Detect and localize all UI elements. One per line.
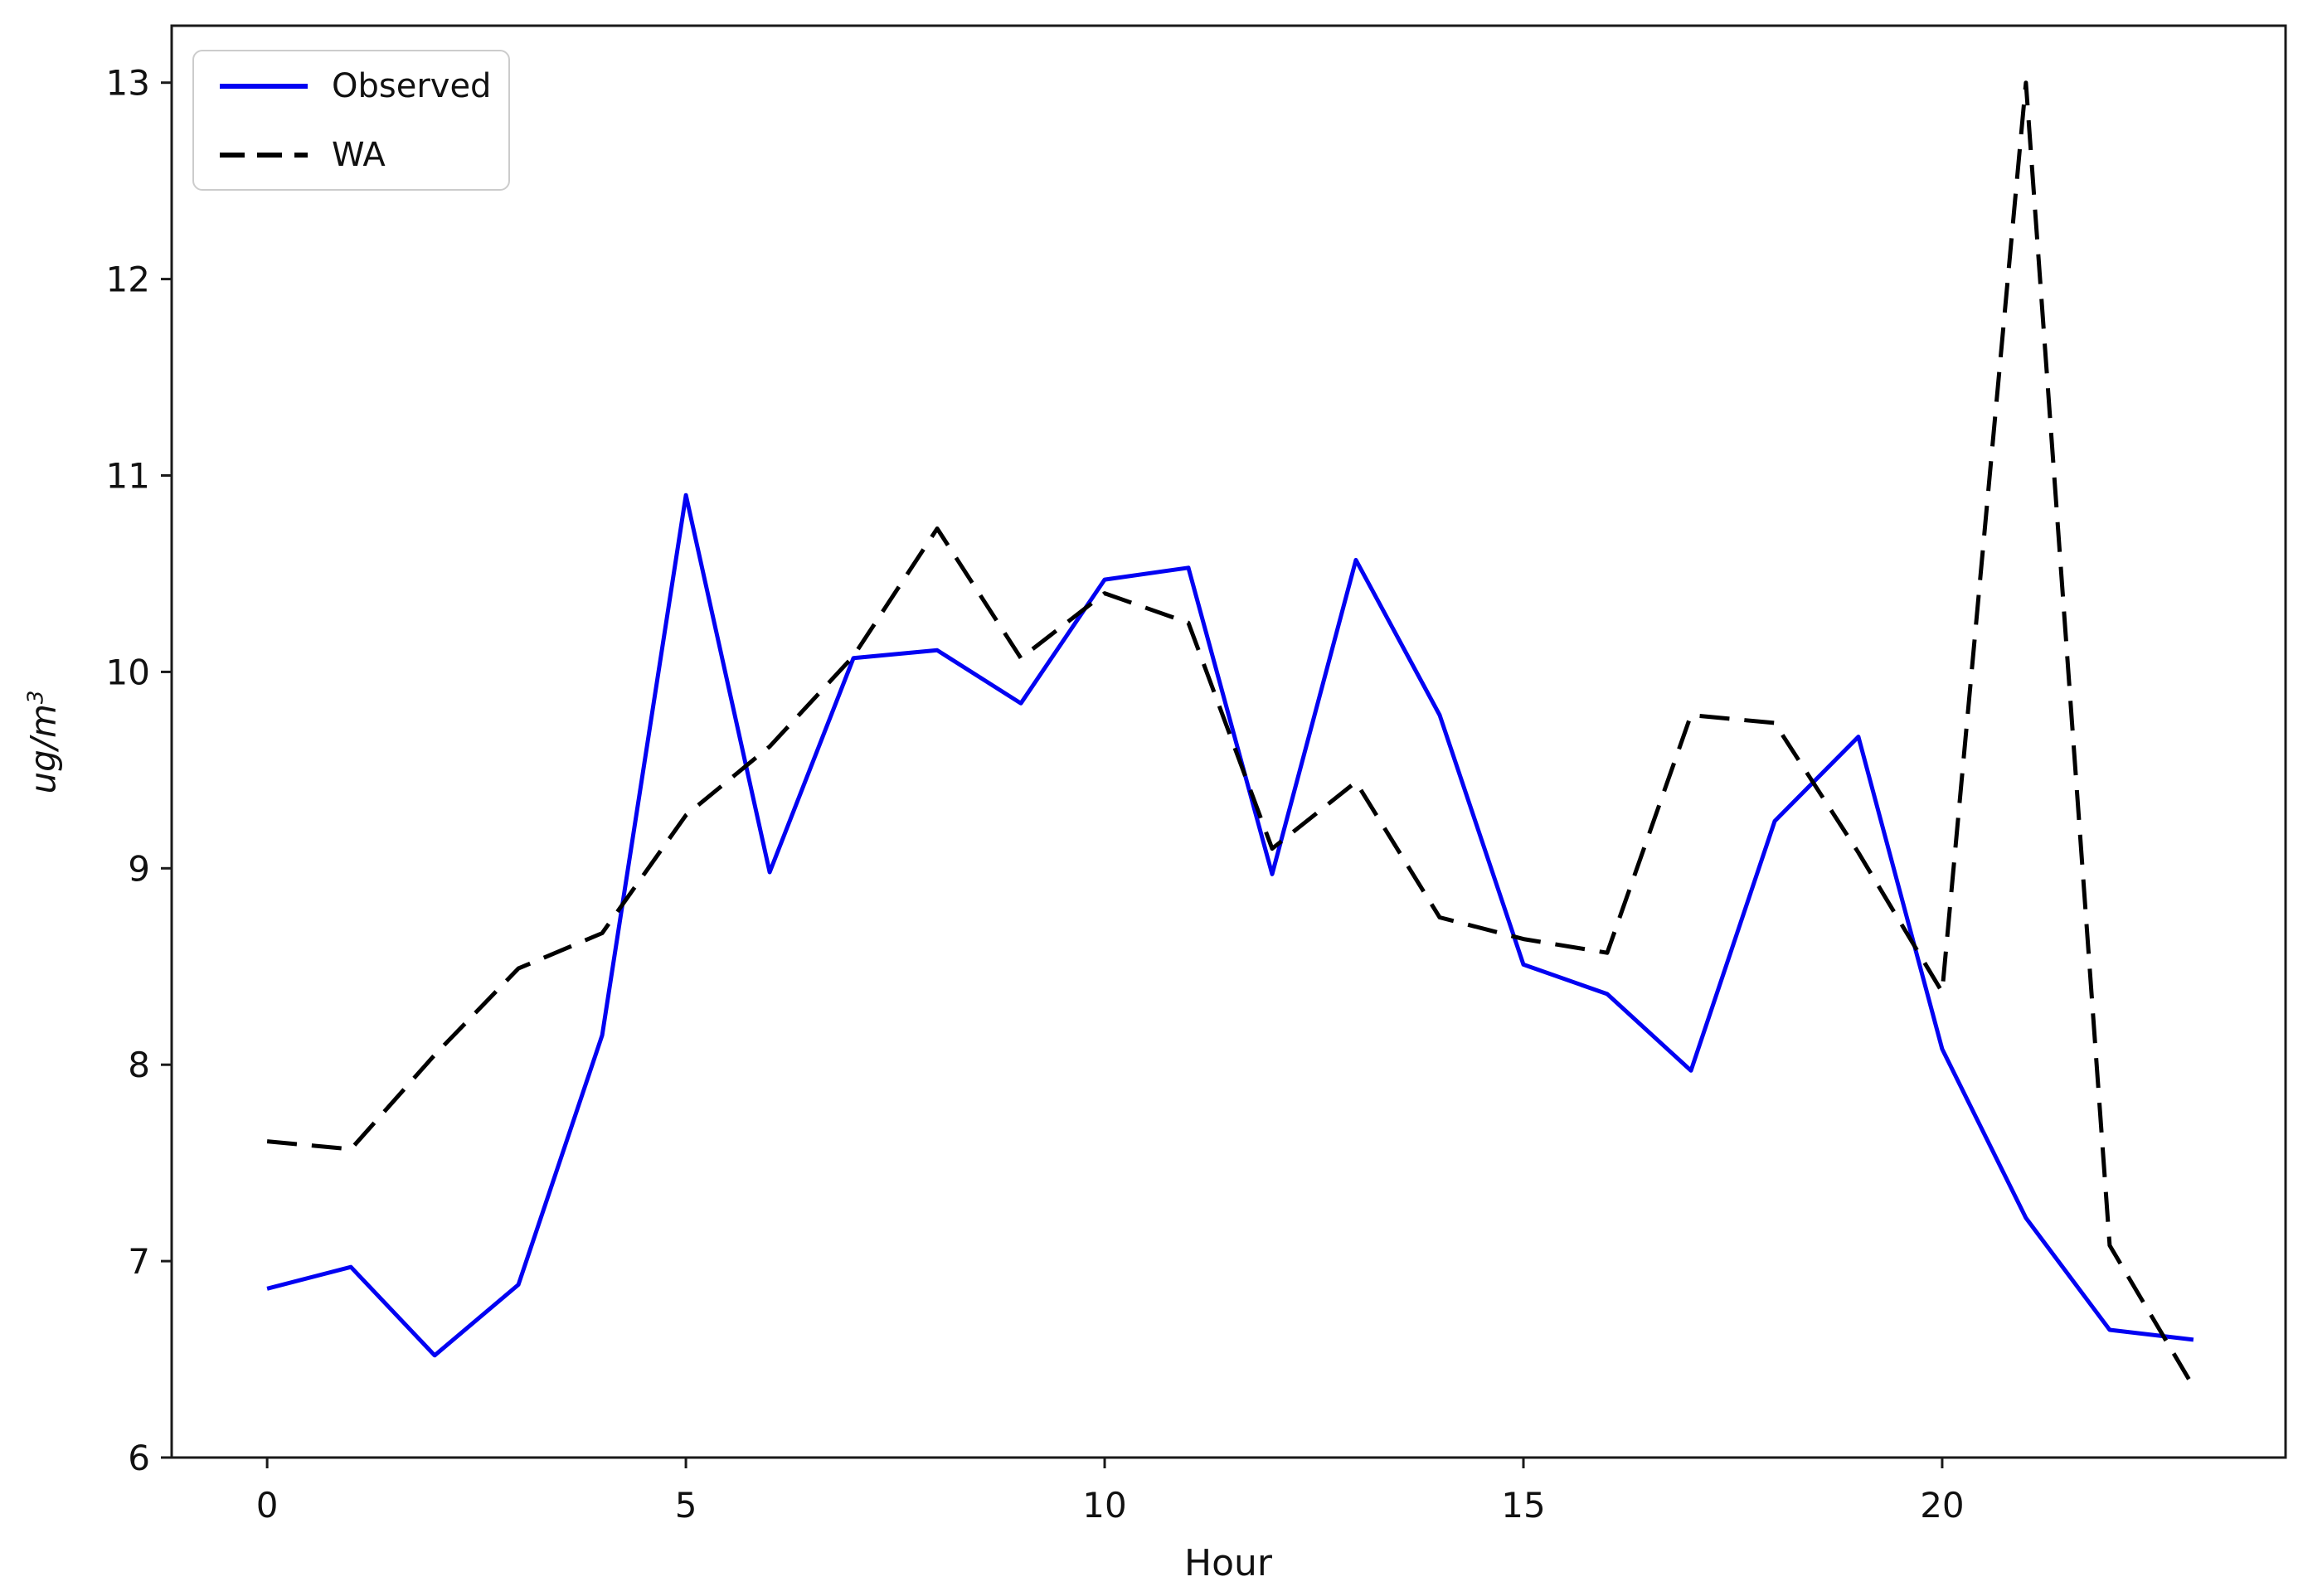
legend-item-observed: Observed bbox=[194, 51, 508, 120]
series-lines bbox=[266, 80, 2196, 1388]
legend: Observed WA bbox=[192, 50, 510, 191]
legend-label-observed: Observed bbox=[332, 66, 492, 105]
y-tick-label: 13 bbox=[106, 63, 150, 104]
y-tick-label: 12 bbox=[106, 260, 150, 300]
x-tick-label: 20 bbox=[1920, 1485, 1964, 1526]
wa-line-swatch bbox=[220, 152, 308, 158]
x-axis-label: Hour bbox=[1184, 1542, 1272, 1584]
y-tick-label: 11 bbox=[106, 456, 150, 497]
plot-spines bbox=[170, 24, 2287, 1459]
legend-item-wa: WA bbox=[194, 120, 508, 189]
y-tick-label: 9 bbox=[128, 848, 150, 889]
y-axis-label-base: ug/m bbox=[22, 704, 64, 794]
y-tick-label: 6 bbox=[128, 1438, 150, 1478]
y-tick-label: 8 bbox=[128, 1045, 150, 1085]
axes: 0 5 10 15 20 6 7 8 9 10 11 12 13 bbox=[106, 24, 2287, 1526]
y-axis-label-exponent: 3 bbox=[23, 690, 49, 705]
series-line-observed bbox=[266, 492, 2194, 1358]
x-tick-label: 0 bbox=[256, 1485, 279, 1526]
y-tick-label: 7 bbox=[128, 1241, 150, 1282]
y-axis-label: ug/m3 bbox=[23, 691, 64, 794]
observed-line-swatch bbox=[220, 83, 308, 89]
legend-label-wa: WA bbox=[332, 135, 386, 174]
y-tick-label: 10 bbox=[106, 652, 150, 692]
x-tick-label: 10 bbox=[1082, 1485, 1126, 1526]
x-tick-label: 5 bbox=[675, 1485, 697, 1526]
series-line-wa bbox=[266, 80, 2196, 1388]
x-tick-label: 15 bbox=[1501, 1485, 1545, 1526]
